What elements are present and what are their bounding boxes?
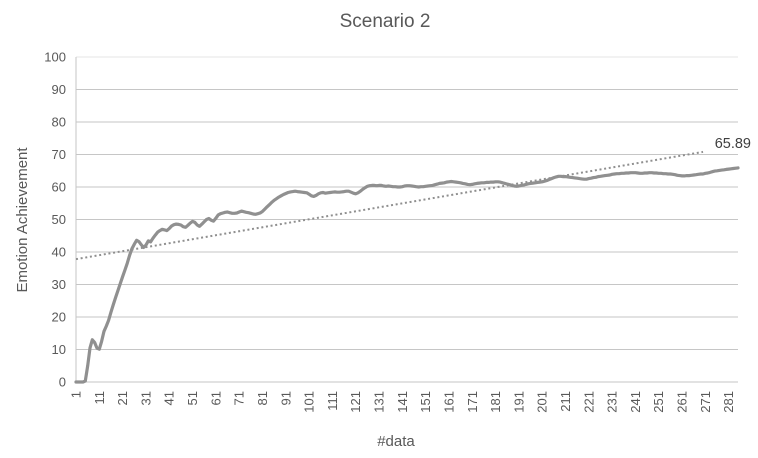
x-tick-label: 261 — [675, 391, 690, 413]
x-tick-label: 271 — [698, 391, 713, 413]
x-tick-label: 51 — [185, 391, 200, 405]
y-tick-label: 70 — [52, 147, 66, 162]
x-tick-label: 131 — [372, 391, 387, 413]
x-tick-label: 191 — [511, 391, 526, 413]
chart-title: Scenario 2 — [340, 11, 431, 32]
x-tick-label: 231 — [605, 391, 620, 413]
x-tick-label: 71 — [232, 391, 247, 405]
y-tick-label: 0 — [59, 375, 66, 390]
x-tick-label: 161 — [441, 391, 456, 413]
x-tick-label: 241 — [628, 391, 643, 413]
x-tick-label: 31 — [138, 391, 153, 405]
y-tick-label: 90 — [52, 82, 66, 97]
x-tick-label: 91 — [278, 391, 293, 405]
dotted-trendline — [75, 150, 704, 261]
x-tick-label: 141 — [395, 391, 410, 413]
x-tick-label: 101 — [302, 391, 317, 413]
x-axis-title: #data — [377, 433, 415, 450]
y-tick-label: 10 — [52, 342, 66, 357]
x-tick-labels: 1 11 21 31 41 51 61 71 81 91 101 111 121 131 141 151 161… — [69, 391, 737, 413]
x-tick-label: 211 — [558, 391, 573, 412]
y-tick-labels: 0 10 20 30 40 50 60 70 80 90 100 — [44, 50, 66, 390]
y-tick-label: 60 — [52, 180, 66, 195]
x-tick-label: 41 — [162, 391, 177, 405]
last-value-data-label: 65.89 — [715, 136, 751, 152]
y-tick-label: 30 — [52, 277, 66, 292]
x-tick-label: 251 — [651, 391, 666, 413]
x-tick-label: 21 — [115, 391, 130, 405]
x-tick-label: 221 — [581, 391, 596, 413]
x-tick-label: 281 — [721, 391, 736, 413]
x-tick-label: 151 — [418, 391, 433, 413]
y-tick-label: 40 — [52, 245, 66, 260]
y-tick-label: 50 — [52, 212, 66, 227]
x-tick-label: 81 — [255, 391, 270, 405]
x-tick-label: 181 — [488, 391, 503, 413]
x-tick-label: 1 — [69, 391, 84, 398]
x-tick-label: 171 — [465, 391, 480, 413]
y-axis-title: Emotion Achievement — [14, 147, 31, 293]
x-tick-label: 11 — [92, 391, 107, 405]
emotion-achievement-line — [74, 166, 740, 384]
x-tick-label: 201 — [535, 391, 550, 413]
x-tick-label: 111 — [325, 391, 340, 411]
x-tick-label: 121 — [348, 391, 363, 413]
y-tick-label: 20 — [52, 310, 66, 325]
x-tick-label: 61 — [208, 391, 223, 405]
gridlines — [75, 56, 738, 383]
y-tick-label: 100 — [44, 50, 66, 65]
y-tick-label: 80 — [52, 115, 66, 130]
